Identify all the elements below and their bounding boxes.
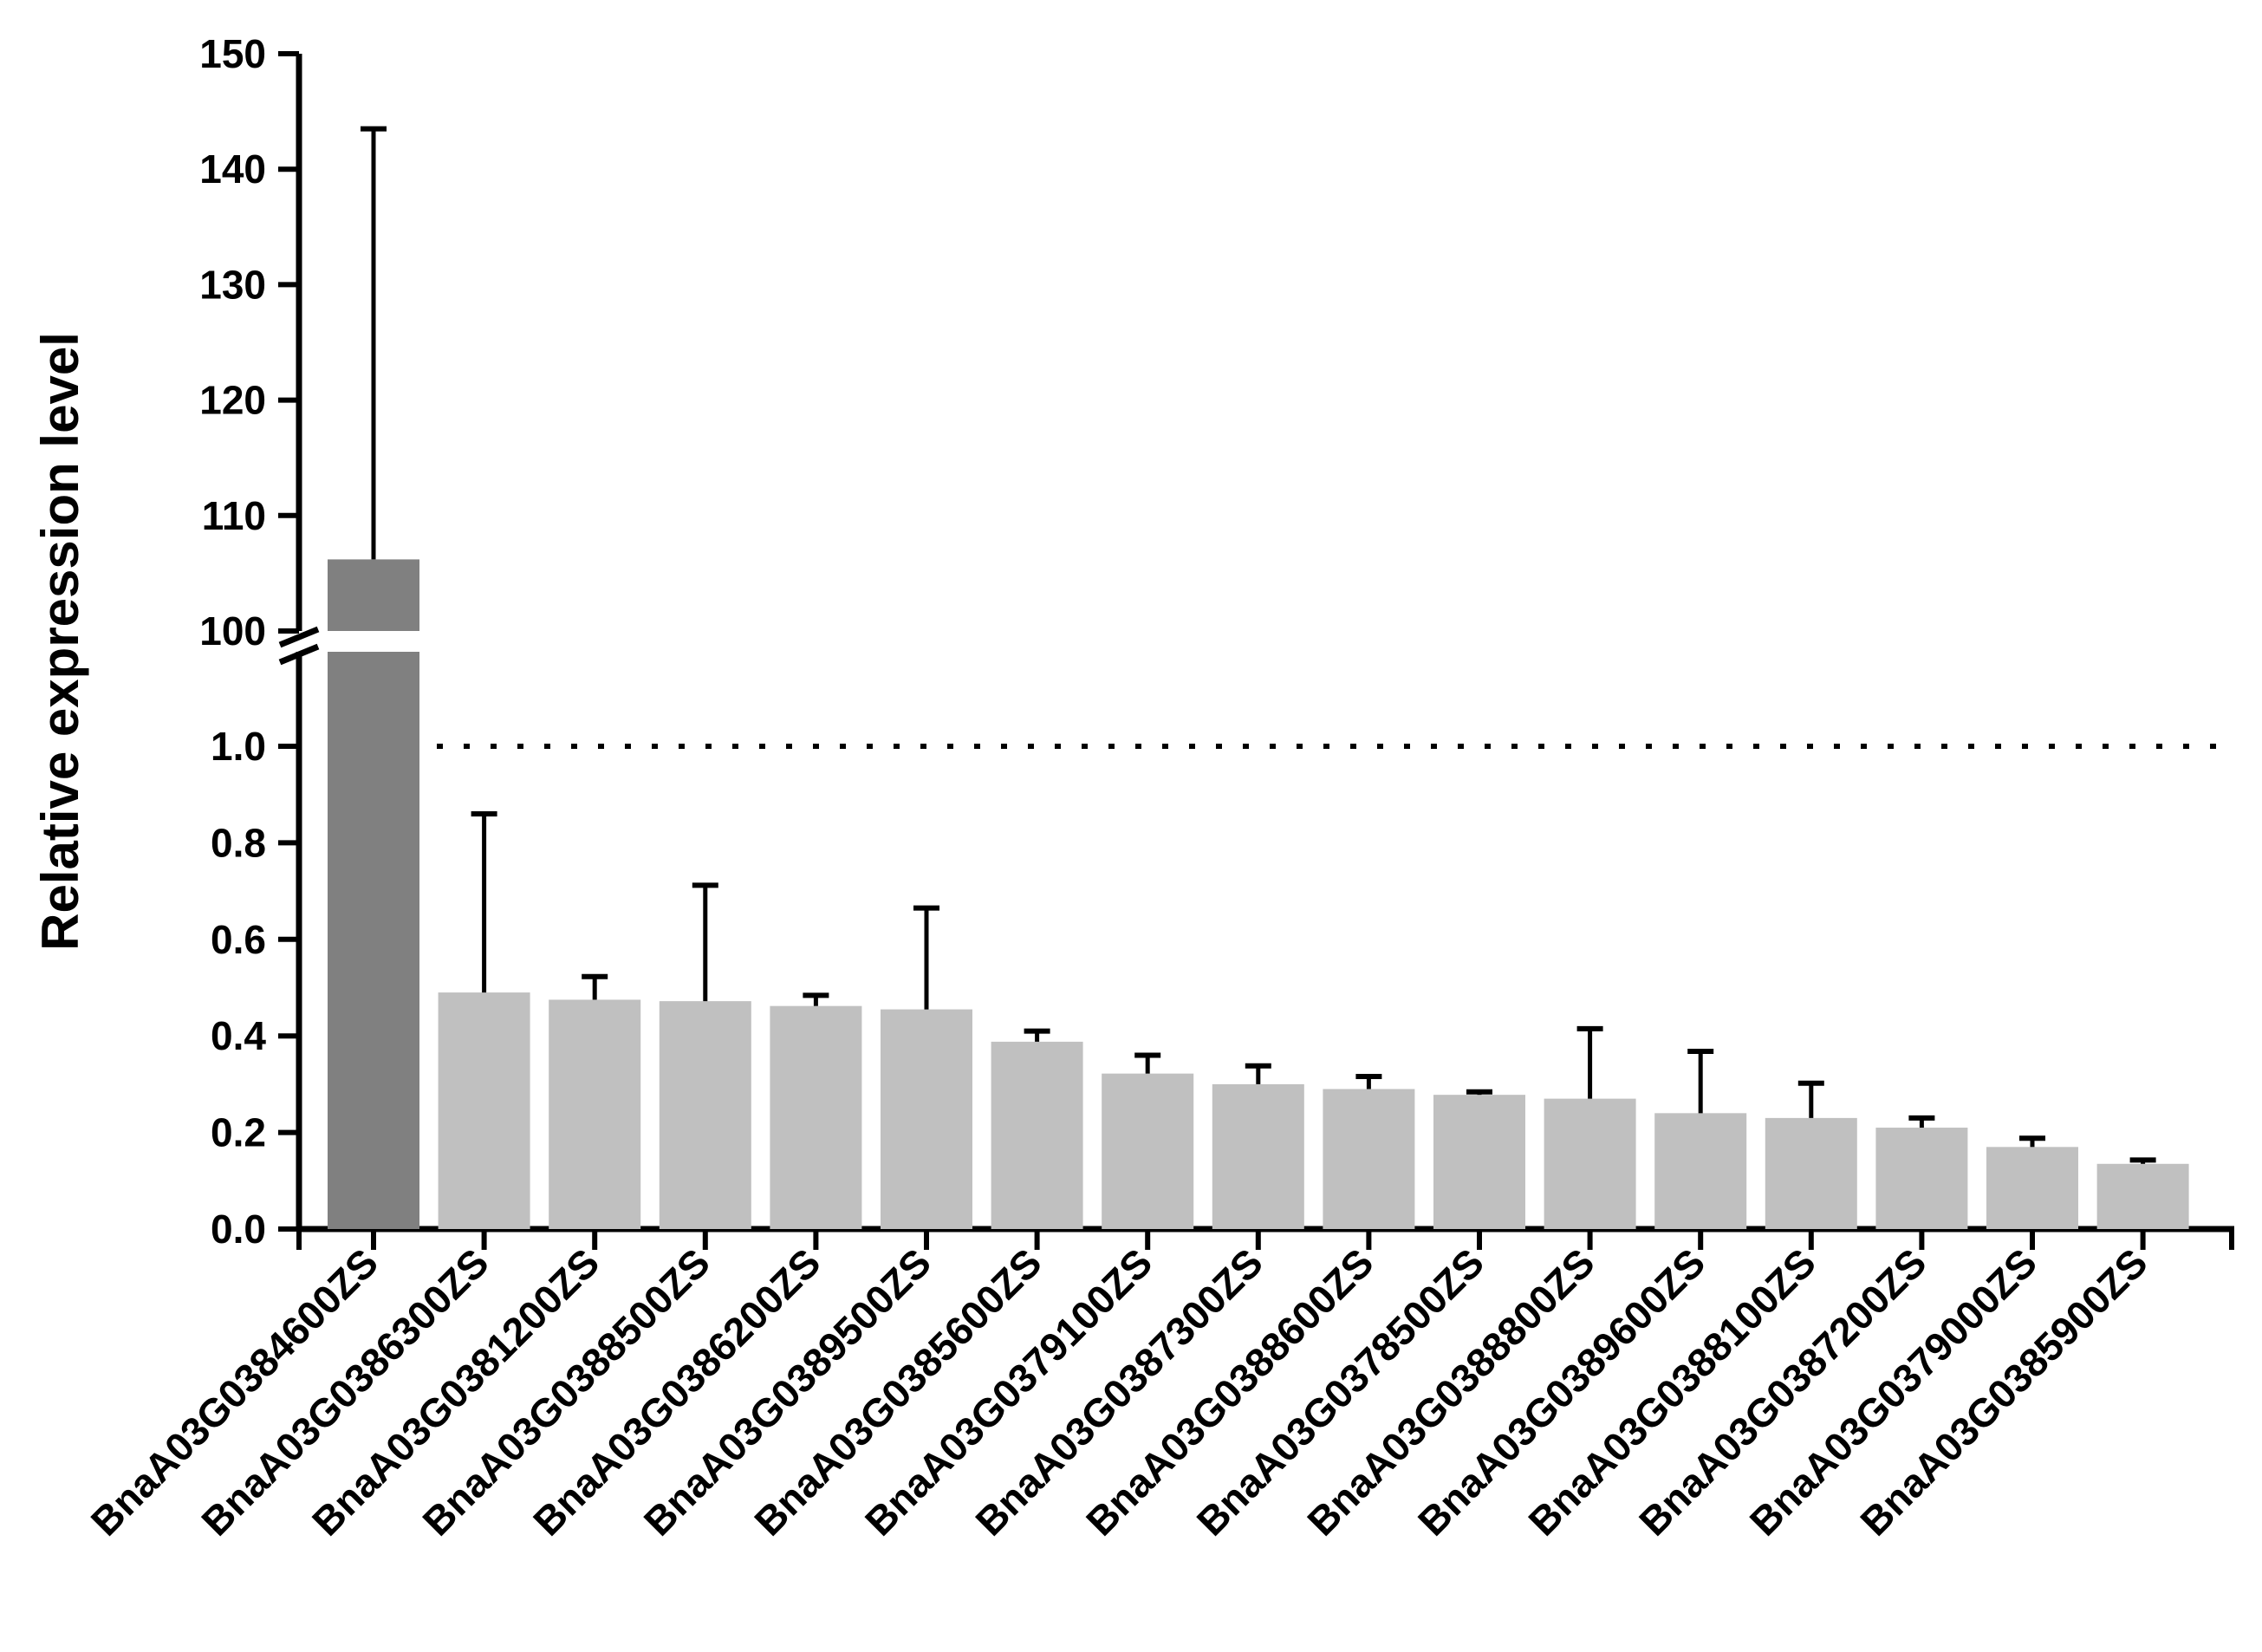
bar [328, 559, 419, 631]
bars [328, 559, 2189, 1229]
y-tick-label: 0.6 [211, 917, 266, 962]
bar [659, 1001, 751, 1229]
y-tick-label: 140 [199, 146, 266, 192]
bar [1544, 1098, 1636, 1229]
y-tick-label: 0.0 [211, 1206, 266, 1252]
bar [1765, 1117, 1857, 1229]
bar [328, 652, 419, 1229]
bar [1212, 1083, 1304, 1229]
y-tick-label: 130 [199, 262, 266, 307]
bar [1323, 1089, 1415, 1229]
y-tick-label: 120 [199, 378, 266, 423]
axis-break-mark [278, 643, 320, 666]
bar [881, 1009, 972, 1229]
y-tick-label: 110 [202, 493, 266, 538]
bar [549, 999, 641, 1229]
y-tick-label: 0.4 [211, 1013, 266, 1058]
bar [770, 1005, 862, 1229]
bar [438, 992, 530, 1229]
bar [1654, 1113, 1747, 1229]
x-ticks: BnaA03G0384600ZSBnaA03G0386300ZSBnaA03G0… [82, 1229, 2234, 1545]
y-axis-title: Relative expression level [31, 332, 89, 951]
y-tick-label: 100 [199, 608, 266, 654]
bar [1875, 1128, 1968, 1229]
axis-break-mark [278, 626, 320, 648]
y-tick-label: 0.2 [211, 1110, 266, 1155]
bar [1986, 1147, 2078, 1229]
bar [2096, 1163, 2189, 1229]
bar [1102, 1073, 1194, 1229]
y-tick-label: 150 [199, 31, 266, 76]
y-tick-label: 1.0 [211, 724, 266, 769]
bar [991, 1041, 1083, 1229]
y-ticks: 0.0 0.2 0.4 0.6 0.8 1.0 100 110 120 130 140 150 [199, 31, 299, 1252]
bar [1433, 1095, 1525, 1229]
error-bars [361, 126, 2156, 1164]
y-tick-label: 0.8 [211, 820, 266, 865]
